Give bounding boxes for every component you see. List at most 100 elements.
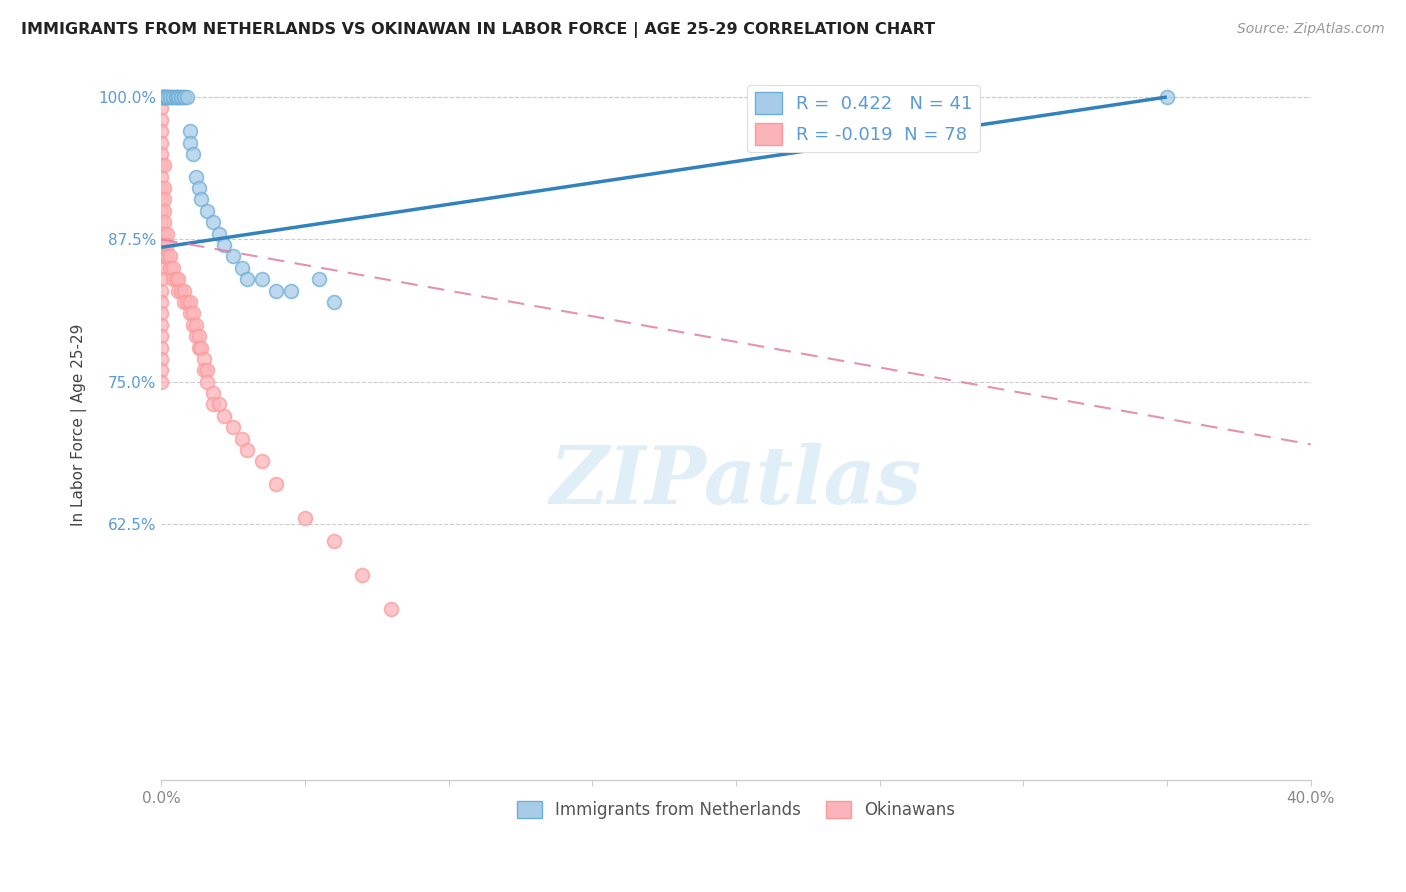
Point	[264, 477, 287, 491]
Point	[214, 238, 236, 252]
Point	[159, 90, 181, 104]
Point	[173, 284, 195, 298]
Point	[201, 215, 224, 229]
Point	[153, 249, 176, 263]
Point	[150, 193, 173, 207]
Point	[170, 90, 193, 104]
Point	[150, 90, 173, 104]
Point	[153, 90, 176, 104]
Point	[150, 306, 173, 320]
Point	[181, 147, 204, 161]
Point	[250, 454, 273, 468]
Point	[162, 272, 184, 286]
Point	[165, 90, 187, 104]
Point	[162, 90, 184, 104]
Point	[150, 227, 173, 241]
Point	[153, 215, 176, 229]
Point	[231, 432, 253, 446]
Point	[150, 295, 173, 310]
Point	[159, 249, 181, 263]
Point	[167, 284, 190, 298]
Point	[352, 568, 374, 582]
Point	[181, 318, 204, 332]
Legend: Immigrants from Netherlands, Okinawans: Immigrants from Netherlands, Okinawans	[510, 794, 962, 825]
Point	[322, 295, 344, 310]
Point	[150, 318, 173, 332]
Y-axis label: In Labor Force | Age 25-29: In Labor Force | Age 25-29	[72, 323, 87, 525]
Point	[184, 318, 207, 332]
Point	[193, 351, 215, 366]
Point	[236, 443, 259, 458]
Point	[380, 602, 402, 616]
Point	[156, 90, 179, 104]
Point	[167, 90, 190, 104]
Point	[250, 272, 273, 286]
Point	[222, 420, 245, 434]
Point	[159, 260, 181, 275]
Point	[176, 295, 198, 310]
Point	[187, 181, 209, 195]
Point	[190, 341, 212, 355]
Point	[150, 90, 173, 104]
Point	[150, 158, 173, 172]
Point	[150, 90, 173, 104]
Point	[150, 147, 173, 161]
Point	[165, 272, 187, 286]
Text: IMMIGRANTS FROM NETHERLANDS VS OKINAWAN IN LABOR FORCE | AGE 25-29 CORRELATION C: IMMIGRANTS FROM NETHERLANDS VS OKINAWAN …	[21, 22, 935, 38]
Point	[150, 351, 173, 366]
Point	[150, 329, 173, 343]
Point	[167, 90, 190, 104]
Point	[264, 284, 287, 298]
Point	[150, 90, 173, 104]
Point	[236, 272, 259, 286]
Point	[150, 181, 173, 195]
Point	[150, 272, 173, 286]
Point	[162, 90, 184, 104]
Point	[173, 90, 195, 104]
Point	[150, 260, 173, 275]
Point	[280, 284, 302, 298]
Point	[195, 203, 218, 218]
Point	[156, 90, 179, 104]
Point	[179, 306, 201, 320]
Point	[150, 136, 173, 150]
Point	[184, 169, 207, 184]
Point	[153, 193, 176, 207]
Point	[153, 238, 176, 252]
Point	[222, 249, 245, 263]
Point	[179, 136, 201, 150]
Point	[167, 272, 190, 286]
Point	[150, 102, 173, 116]
Point	[162, 260, 184, 275]
Point	[150, 238, 173, 252]
Point	[156, 227, 179, 241]
Point	[165, 90, 187, 104]
Point	[156, 90, 179, 104]
Point	[153, 158, 176, 172]
Point	[201, 397, 224, 411]
Point	[195, 363, 218, 377]
Point	[159, 90, 181, 104]
Point	[150, 375, 173, 389]
Point	[150, 169, 173, 184]
Point	[150, 215, 173, 229]
Point	[150, 341, 173, 355]
Point	[150, 203, 173, 218]
Point	[170, 90, 193, 104]
Point	[208, 397, 231, 411]
Point	[153, 227, 176, 241]
Point	[150, 249, 173, 263]
Point	[190, 193, 212, 207]
Point	[184, 329, 207, 343]
Point	[153, 90, 176, 104]
Point	[153, 181, 176, 195]
Text: Source: ZipAtlas.com: Source: ZipAtlas.com	[1237, 22, 1385, 37]
Point	[187, 341, 209, 355]
Point	[153, 203, 176, 218]
Point	[193, 363, 215, 377]
Point	[150, 284, 173, 298]
Point	[176, 90, 198, 104]
Point	[150, 112, 173, 127]
Point	[308, 272, 330, 286]
Point	[153, 90, 176, 104]
